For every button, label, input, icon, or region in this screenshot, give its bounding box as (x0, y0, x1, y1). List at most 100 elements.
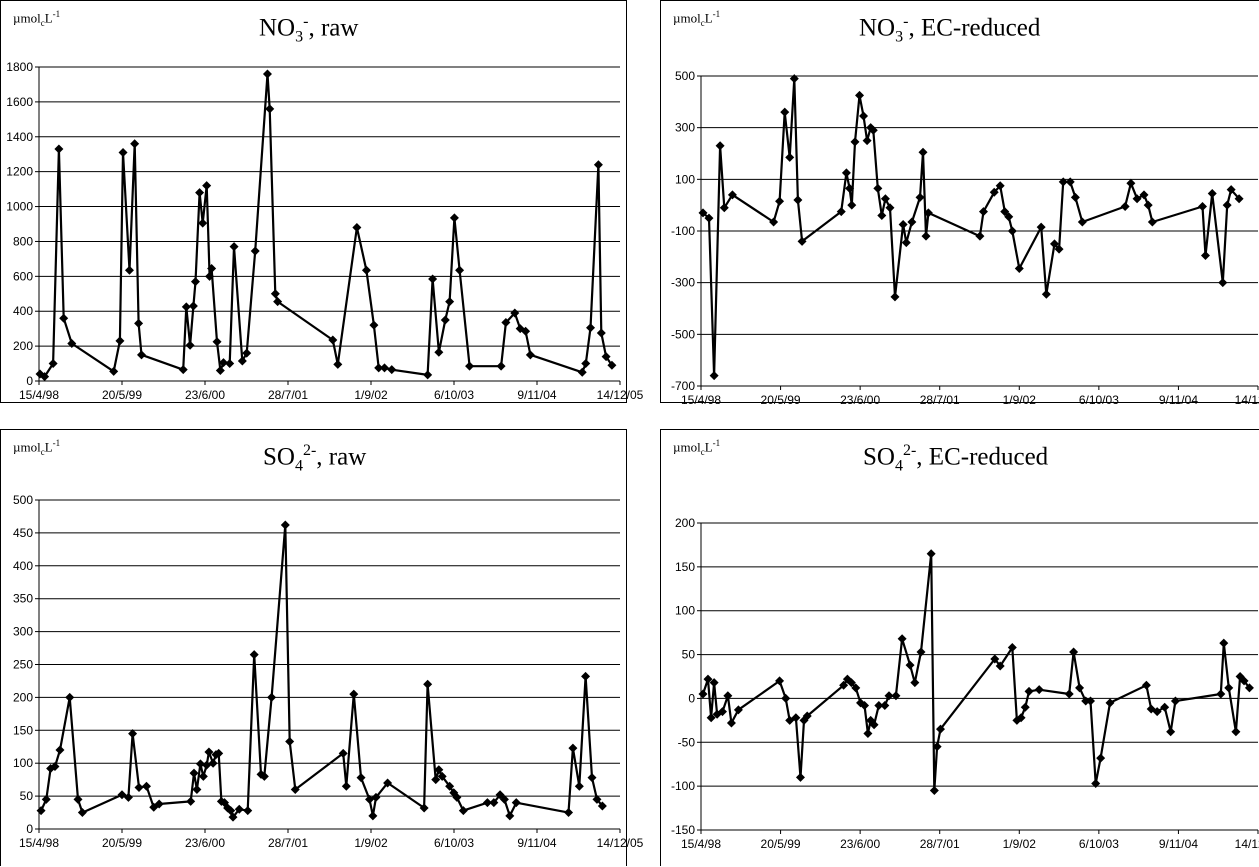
x-tick-label: 20/5/99 (761, 837, 801, 851)
data-point-marker (178, 365, 188, 375)
data-point-marker (1166, 727, 1176, 737)
y-tick-label: 300 (13, 625, 33, 639)
data-point-marker (352, 222, 362, 232)
data-point-marker (891, 691, 901, 701)
data-point-marker (1041, 289, 1051, 299)
data-point-marker (361, 265, 371, 275)
data-point-marker (290, 785, 300, 795)
data-point-marker (73, 794, 83, 804)
data-point-marker (374, 363, 384, 373)
data-point-marker (780, 107, 790, 117)
data-point-marker (505, 811, 515, 821)
data-point-marker (775, 676, 785, 686)
x-tick-label: 1/9/02 (1003, 393, 1037, 407)
data-point-marker (918, 147, 928, 157)
data-point-marker (1226, 185, 1236, 195)
y-tick-label: 150 (675, 560, 695, 574)
data-point-marker (341, 781, 351, 791)
chart-plot: 0 200 400 600 800 1000 1200 1400 1600 1800 15/4/98… (6, 60, 643, 402)
data-point-marker (1086, 696, 1096, 706)
data-point-marker (445, 781, 455, 791)
data-point-marker (1020, 702, 1030, 712)
y-tick-label: -150 (671, 823, 695, 837)
y-tick-label: 1800 (6, 60, 33, 74)
data-point-marker (1105, 698, 1115, 708)
y-tick-label: 500 (675, 69, 695, 83)
data-point-marker (1160, 702, 1170, 712)
data-point-marker (1081, 696, 1091, 706)
data-point-marker (123, 792, 133, 802)
data-point-marker (510, 308, 520, 318)
x-tick-label: 28/7/01 (268, 388, 308, 402)
chart-panel-no3-ec-reduced: µmolcL-1 NO3-, EC-reduced -700 -500 -300 -1… (660, 0, 1259, 407)
x-tick-label: 23/6/00 (185, 836, 225, 850)
data-point-marker (134, 318, 144, 328)
x-tick-label: 28/7/01 (268, 836, 308, 850)
data-point-marker (1054, 244, 1064, 254)
data-point-marker (564, 808, 574, 818)
chart-panel-no3-raw: µmolcL-1 NO3-, raw 0 200 400 600 800 1000 1200… (0, 0, 644, 403)
x-tick-label: 23/6/00 (185, 388, 225, 402)
x-tick-label: 6/10/03 (434, 388, 474, 402)
data-point-marker (1141, 680, 1151, 690)
data-point-marker (1070, 192, 1080, 202)
data-point-marker (50, 761, 60, 771)
data-point-marker (717, 707, 727, 717)
x-tick-label: 9/11/04 (1159, 837, 1198, 851)
data-point-marker (884, 691, 894, 701)
data-point-marker (1065, 177, 1075, 187)
y-tick-label: 0 (688, 691, 695, 705)
data-point-marker (1218, 278, 1228, 288)
data-point-marker (855, 90, 865, 100)
data-point-marker (65, 692, 75, 702)
data-point-marker (856, 698, 866, 708)
data-point-marker (916, 647, 926, 657)
data-point-marker (719, 203, 729, 213)
data-point-marker (698, 208, 708, 218)
data-point-marker (207, 263, 217, 273)
data-point-marker (228, 812, 238, 822)
data-point-marker (706, 713, 716, 723)
data-point-marker (587, 773, 597, 783)
data-point-marker (387, 365, 397, 375)
data-point-marker (449, 213, 459, 223)
data-point-marker (989, 187, 999, 197)
data-point-marker (839, 680, 849, 690)
data-point-marker (190, 277, 200, 287)
data-point-marker (338, 748, 348, 758)
data-point-marker (897, 634, 907, 644)
data-point-marker (1091, 779, 1101, 789)
x-tick-label: 6/10/03 (1079, 837, 1119, 851)
data-point-marker (1197, 201, 1207, 211)
data-point-marker (333, 359, 343, 369)
y-tick-label: 350 (13, 592, 33, 606)
data-point-marker (185, 340, 195, 350)
data-point-marker (109, 366, 119, 376)
data-point-marker (880, 700, 890, 710)
x-tick-label: 6/10/03 (1079, 393, 1119, 407)
data-point-marker (128, 729, 138, 739)
data-point-marker (791, 713, 801, 723)
data-point-marker (926, 549, 936, 559)
data-point-marker (703, 674, 713, 684)
data-point-marker (445, 297, 455, 307)
data-point-marker (368, 811, 378, 821)
data-point-marker (975, 231, 985, 241)
data-point-marker (885, 203, 895, 213)
data-point-marker (723, 691, 733, 701)
data-point-marker (1077, 217, 1087, 227)
data-point-marker (596, 328, 606, 338)
data-point-marker (1024, 686, 1034, 696)
data-point-marker (869, 720, 879, 730)
data-point-marker (1170, 696, 1180, 706)
data-point-marker (428, 274, 438, 284)
data-point-marker (905, 660, 915, 670)
series-line (40, 523, 604, 819)
data-point-marker (198, 771, 208, 781)
x-tick-label: 1/9/02 (354, 836, 388, 850)
x-tick-label: 1/9/02 (354, 388, 388, 402)
data-point-marker (1016, 713, 1026, 723)
data-point-marker (607, 360, 617, 370)
x-tick-label: 28/7/01 (920, 837, 960, 851)
data-point-marker (202, 181, 212, 191)
